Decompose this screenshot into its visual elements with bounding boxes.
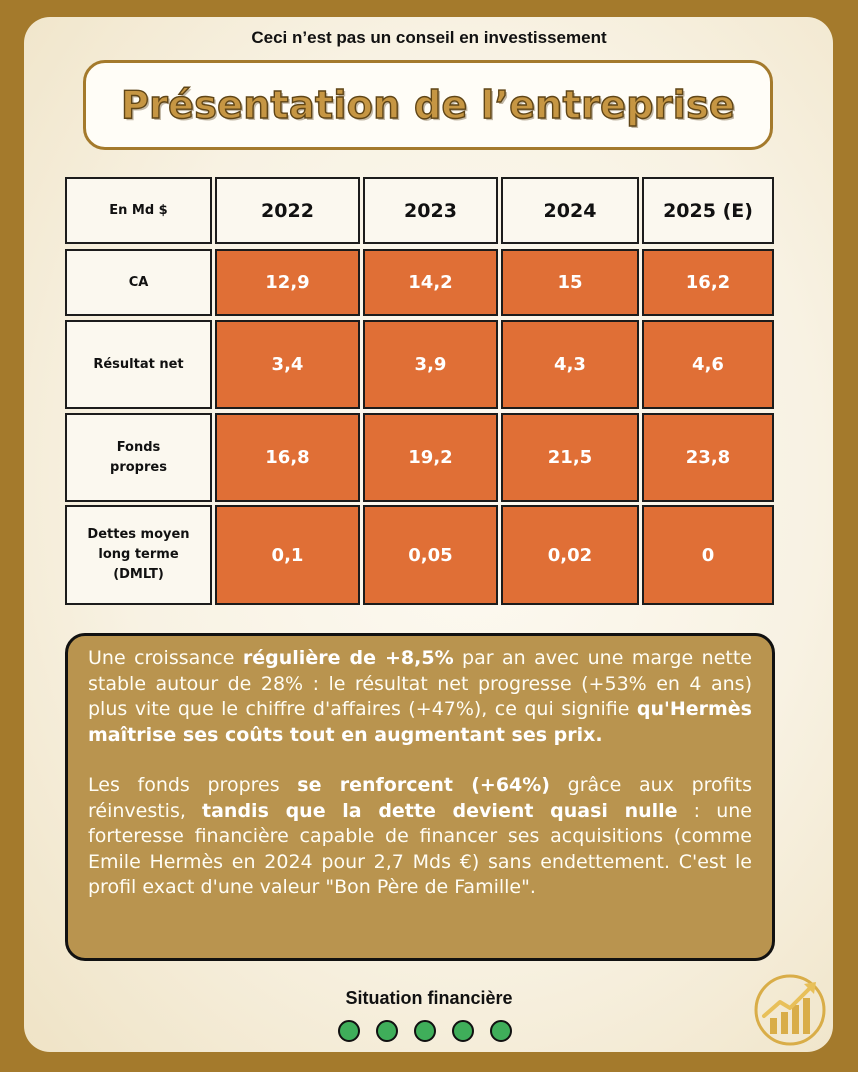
page-title: Présentation de l’entreprise xyxy=(120,82,736,127)
table-cell: 14,2 xyxy=(363,249,498,316)
table-cell: 16,8 xyxy=(215,413,360,502)
page-indicator-dot[interactable] xyxy=(414,1020,436,1042)
text-span: Une croissance xyxy=(88,647,243,669)
text-span: Les fonds propres xyxy=(88,774,298,796)
text-span: : une forteresse financière capable de f… xyxy=(88,799,752,899)
page-indicator-dot[interactable] xyxy=(490,1020,512,1042)
page-indicator-dot[interactable] xyxy=(452,1020,474,1042)
text-bold: qu'Hermès maîtrise ses coûts tout en aug… xyxy=(88,698,752,746)
paragraph-growth: Une croissance régulière de +8,5% par an… xyxy=(88,646,752,748)
text-bold: régulière de +8,5% xyxy=(242,647,454,669)
text-bold: tandis que la dette devient quasi nulle xyxy=(202,799,678,822)
table-cell: 3,9 xyxy=(363,320,498,409)
table-cell: 0 xyxy=(642,505,774,605)
table-cell: 0,02 xyxy=(501,505,639,605)
text-span: par an avec une marge nette stable autou… xyxy=(88,647,752,720)
table-cell: 4,6 xyxy=(642,320,774,409)
page-indicator-dot[interactable] xyxy=(376,1020,398,1042)
year-header: 2024 xyxy=(501,177,639,244)
table-cell: 4,3 xyxy=(501,320,639,409)
section-label: Situation financière xyxy=(345,988,513,1008)
row-label: Fonds propres xyxy=(65,413,212,502)
disclaimer: Ceci n’est pas un conseil en investissem… xyxy=(251,28,607,47)
paragraph-equity: Les fonds propres se renforcent (+64%) g… xyxy=(88,773,752,901)
text-span: grâce aux profits réinvestis, xyxy=(88,774,752,822)
table-cell: 3,4 xyxy=(215,320,360,409)
text-bold: se renforcent (+64%) xyxy=(297,774,550,796)
table-cell: 0,1 xyxy=(215,505,360,605)
table-cell: 12,9 xyxy=(215,249,360,316)
year-header: 2022 xyxy=(215,177,360,244)
table-cell: 0,05 xyxy=(363,505,498,605)
table-cell: 19,2 xyxy=(363,413,498,502)
row-label: Résultat net xyxy=(65,320,212,409)
table-corner-cell: En Md $ xyxy=(65,177,212,244)
row-label: Dettes moyen long terme (DMLT) xyxy=(65,505,212,605)
year-header: 2023 xyxy=(363,177,498,244)
page-indicator-dot[interactable] xyxy=(338,1020,360,1042)
table-cell: 23,8 xyxy=(642,413,774,502)
growth-chart-logo-icon xyxy=(754,974,826,1046)
title-box: Présentation de l’entreprise xyxy=(83,60,773,150)
table-cell: 16,2 xyxy=(642,249,774,316)
analysis-text-box: Une croissance régulière de +8,5% par an… xyxy=(65,633,775,961)
table-cell: 21,5 xyxy=(501,413,639,502)
table-cell: 15 xyxy=(501,249,639,316)
row-label: CA xyxy=(65,249,212,316)
year-header: 2025 (E) xyxy=(642,177,774,244)
